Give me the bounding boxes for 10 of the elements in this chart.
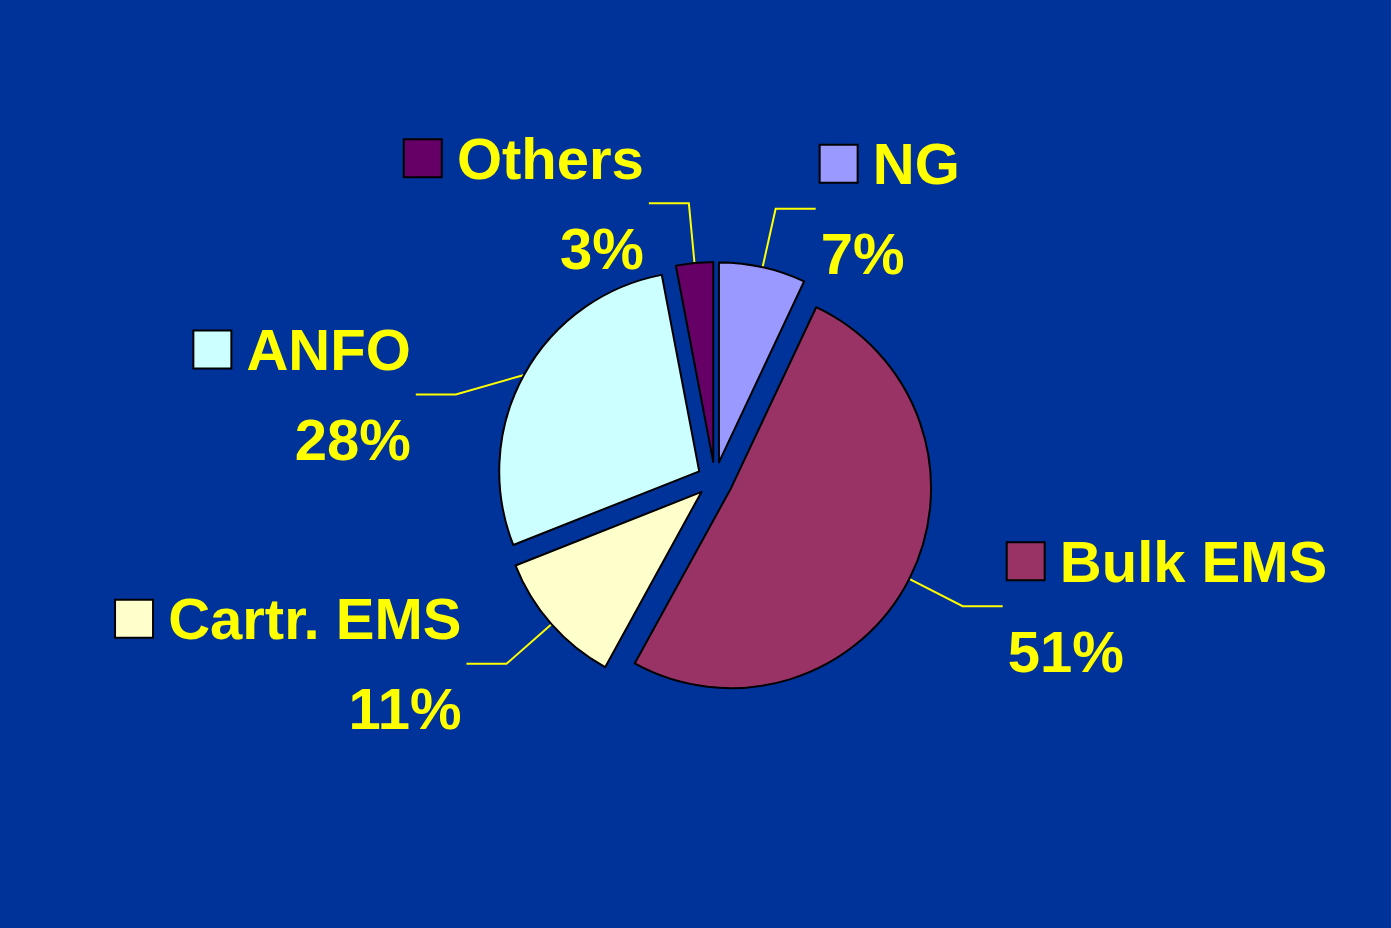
data-label: 11%: [348, 676, 462, 742]
data-label: 51%: [1007, 618, 1124, 684]
data-label: 3%: [560, 215, 644, 281]
legend-label: Cartr. EMS: [152, 586, 462, 652]
legend-label: NG: [856, 131, 960, 197]
legend-label: Bulk EMS: [1043, 528, 1328, 594]
data-label: 28%: [294, 406, 411, 472]
legend-label: Others: [440, 125, 644, 191]
legend-label: ANFO: [232, 316, 411, 382]
data-label: 7%: [820, 221, 905, 287]
